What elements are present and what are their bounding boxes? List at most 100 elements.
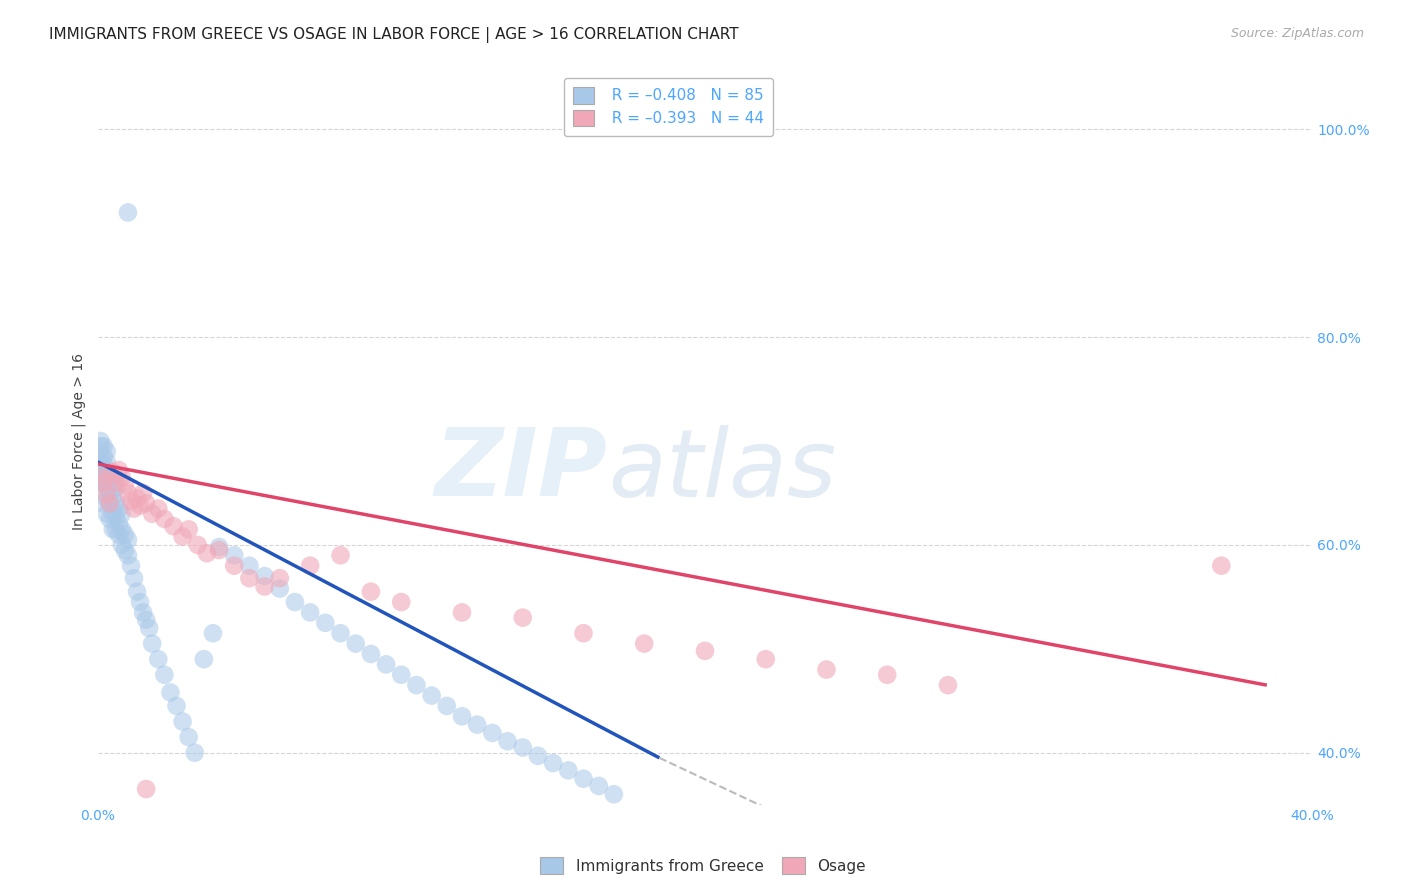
Point bbox=[465, 717, 488, 731]
Point bbox=[148, 501, 170, 516]
Point bbox=[135, 782, 157, 797]
Point bbox=[572, 772, 595, 786]
Point bbox=[557, 764, 579, 778]
Point bbox=[876, 667, 898, 681]
Point bbox=[755, 652, 778, 666]
Point bbox=[141, 637, 163, 651]
Point bbox=[344, 637, 367, 651]
Text: IMMIGRANTS FROM GREECE VS OSAGE IN LABOR FORCE | AGE > 16 CORRELATION CHART: IMMIGRANTS FROM GREECE VS OSAGE IN LABOR… bbox=[49, 27, 738, 43]
Point bbox=[90, 439, 112, 453]
Point bbox=[208, 543, 231, 558]
Point bbox=[208, 540, 231, 554]
Point bbox=[527, 748, 550, 763]
Point bbox=[360, 647, 382, 661]
Point bbox=[603, 787, 626, 801]
Point bbox=[177, 730, 200, 744]
Point bbox=[98, 475, 121, 490]
Point bbox=[512, 610, 534, 624]
Point bbox=[125, 584, 148, 599]
Point bbox=[117, 486, 139, 500]
Point bbox=[93, 457, 115, 471]
Point bbox=[125, 491, 148, 505]
Point bbox=[96, 465, 118, 479]
Point bbox=[117, 549, 139, 563]
Point bbox=[253, 579, 276, 593]
Text: Source: ZipAtlas.com: Source: ZipAtlas.com bbox=[1230, 27, 1364, 40]
Point bbox=[132, 486, 155, 500]
Point bbox=[159, 685, 181, 699]
Point bbox=[329, 549, 352, 563]
Point bbox=[90, 470, 112, 484]
Point bbox=[96, 481, 118, 495]
Point bbox=[693, 644, 716, 658]
Point bbox=[93, 475, 115, 490]
Point bbox=[117, 533, 139, 547]
Text: ZIP: ZIP bbox=[434, 424, 607, 516]
Point bbox=[389, 667, 412, 681]
Point bbox=[224, 558, 246, 573]
Point bbox=[238, 558, 260, 573]
Point bbox=[107, 527, 129, 541]
Point bbox=[114, 543, 136, 558]
Point bbox=[98, 496, 121, 510]
Point bbox=[120, 558, 142, 573]
Point bbox=[101, 475, 124, 490]
Point bbox=[153, 512, 176, 526]
Point bbox=[451, 709, 474, 723]
Point bbox=[253, 569, 276, 583]
Point bbox=[96, 507, 118, 521]
Legend: Immigrants from Greece, Osage: Immigrants from Greece, Osage bbox=[534, 851, 872, 880]
Point bbox=[512, 740, 534, 755]
Point bbox=[107, 501, 129, 516]
Text: atlas: atlas bbox=[607, 425, 837, 516]
Point bbox=[141, 507, 163, 521]
Point bbox=[541, 756, 564, 770]
Point bbox=[405, 678, 427, 692]
Point bbox=[132, 606, 155, 620]
Point bbox=[111, 470, 134, 484]
Point bbox=[153, 667, 176, 681]
Point bbox=[96, 491, 118, 505]
Point bbox=[129, 499, 152, 513]
Point bbox=[135, 613, 157, 627]
Point bbox=[201, 626, 224, 640]
Point bbox=[93, 496, 115, 510]
Point bbox=[96, 444, 118, 458]
Point bbox=[101, 491, 124, 505]
Point bbox=[238, 571, 260, 585]
Point bbox=[138, 621, 160, 635]
Point bbox=[107, 517, 129, 532]
Point bbox=[93, 439, 115, 453]
Point bbox=[193, 652, 215, 666]
Point bbox=[269, 582, 291, 596]
Point bbox=[187, 538, 209, 552]
Point bbox=[90, 460, 112, 475]
Y-axis label: In Labor Force | Age > 16: In Labor Force | Age > 16 bbox=[72, 352, 86, 530]
Point bbox=[284, 595, 307, 609]
Point bbox=[93, 475, 115, 490]
Point bbox=[436, 698, 458, 713]
Point bbox=[122, 501, 145, 516]
Point bbox=[104, 481, 127, 495]
Point bbox=[98, 496, 121, 510]
Point bbox=[389, 595, 412, 609]
Point bbox=[135, 496, 157, 510]
Point bbox=[166, 698, 188, 713]
Point bbox=[122, 571, 145, 585]
Point bbox=[101, 522, 124, 536]
Point bbox=[172, 530, 194, 544]
Point bbox=[162, 519, 184, 533]
Point bbox=[936, 678, 959, 692]
Point bbox=[104, 522, 127, 536]
Point bbox=[224, 549, 246, 563]
Point bbox=[98, 512, 121, 526]
Point bbox=[588, 779, 610, 793]
Point bbox=[104, 496, 127, 510]
Point bbox=[104, 475, 127, 490]
Legend:   R = –0.408   N = 85,   R = –0.393   N = 44: R = –0.408 N = 85, R = –0.393 N = 44 bbox=[564, 78, 773, 136]
Point bbox=[93, 467, 115, 482]
Point bbox=[101, 465, 124, 479]
Point bbox=[96, 488, 118, 502]
Point bbox=[1211, 558, 1233, 573]
Point bbox=[93, 463, 115, 477]
